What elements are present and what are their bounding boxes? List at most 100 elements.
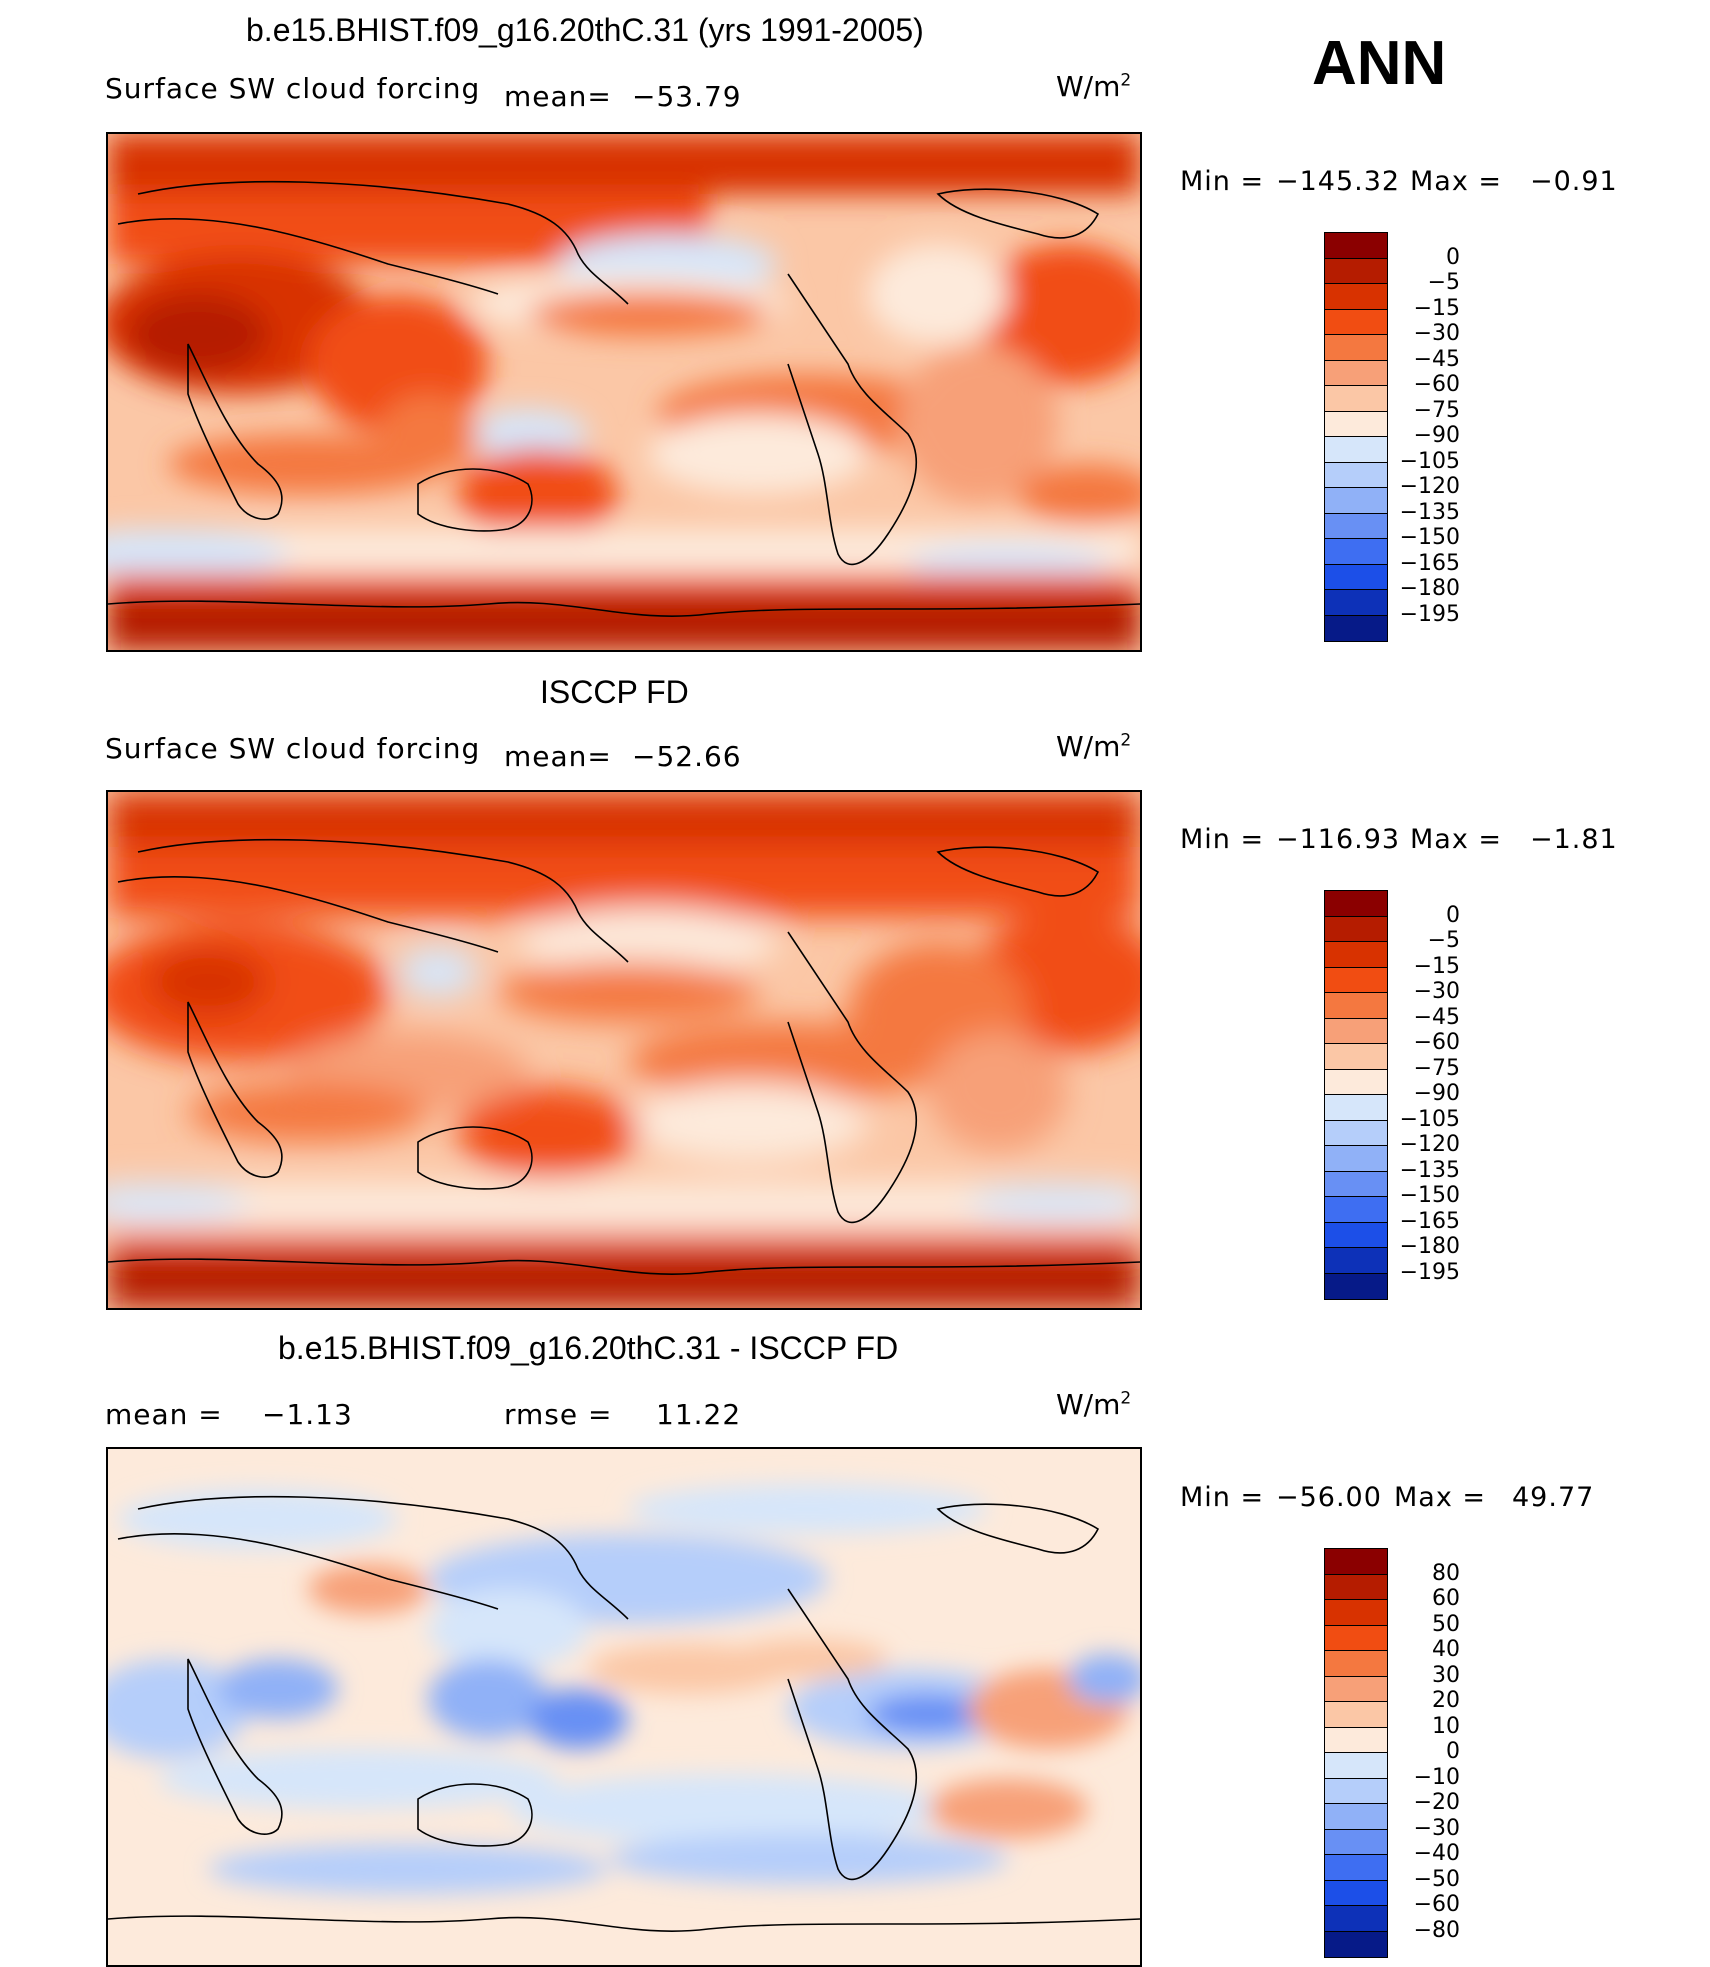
colorbar-label: −105: [1399, 448, 1460, 474]
panel2-mean-value: −52.66: [632, 740, 742, 773]
colorbar-swatch: [1325, 615, 1387, 641]
colorbar-swatch: [1325, 1171, 1387, 1197]
panel2-max-label: Max =: [1410, 824, 1503, 855]
panel3-units: W/m2: [1056, 1388, 1132, 1421]
colorbar-label: 0: [1446, 1739, 1460, 1764]
colorbar-swatch: [1325, 1197, 1387, 1223]
colorbar-label: 80: [1432, 1560, 1460, 1586]
colorbar-label: −15: [1413, 295, 1460, 321]
colorbar-label: −120: [1399, 474, 1460, 499]
panel1-colorbar: [1324, 232, 1388, 642]
panel3-max-value: 49.77: [1512, 1482, 1595, 1513]
colorbar-swatch: [1325, 233, 1387, 259]
panel3-max-label: Max =: [1394, 1482, 1487, 1513]
colorbar-label: −40: [1413, 1841, 1460, 1866]
colorbar-label: −105: [1399, 1106, 1460, 1132]
colorbar-swatch: [1325, 1574, 1387, 1600]
panel3-mean-label: mean =: [105, 1398, 223, 1431]
colorbar-label: −60: [1413, 1030, 1460, 1055]
colorbar-label: 0: [1446, 902, 1460, 928]
colorbar-label: −20: [1413, 1790, 1460, 1815]
colorbar-label: −180: [1399, 576, 1460, 601]
colorbar-label: −75: [1413, 1055, 1460, 1081]
panel3-rmse-label: rmse =: [504, 1398, 613, 1431]
colorbar-swatch: [1325, 1095, 1387, 1121]
colorbar-swatch: [1325, 1273, 1387, 1299]
panel3-rmse-value: 11.22: [656, 1398, 742, 1431]
colorbar-label: −165: [1399, 1208, 1460, 1234]
colorbar-label: −45: [1413, 346, 1460, 372]
colorbar-swatch: [1325, 1044, 1387, 1070]
panel3-colorbar: [1324, 1548, 1388, 1958]
panel1-units: W/m2: [1056, 70, 1132, 103]
panel2-mean-label: mean=: [504, 740, 612, 773]
panel1-map: [106, 132, 1142, 652]
panel1-max-label: Max =: [1410, 166, 1503, 197]
colorbar-label: −150: [1399, 525, 1460, 550]
panel2-title: ISCCP FD: [540, 674, 689, 710]
colorbar-label: −90: [1413, 1081, 1460, 1106]
colorbar-label: −60: [1413, 372, 1460, 397]
colorbar-swatch: [1325, 1753, 1387, 1779]
colorbar-swatch: [1325, 1778, 1387, 1804]
panel3-map: [106, 1447, 1142, 1967]
panel1-min-value: −145.32: [1276, 166, 1401, 197]
panel2-min-label: Min =: [1180, 824, 1265, 855]
colorbar-label: −150: [1399, 1183, 1460, 1208]
colorbar-swatch: [1325, 1855, 1387, 1881]
colorbar-swatch: [1325, 1018, 1387, 1044]
colorbar-label: 30: [1432, 1662, 1460, 1688]
colorbar-swatch: [1325, 284, 1387, 310]
colorbar-swatch: [1325, 1829, 1387, 1855]
colorbar-swatch: [1325, 1804, 1387, 1830]
colorbar-label: −30: [1413, 1815, 1460, 1841]
colorbar-label: −135: [1399, 499, 1460, 525]
colorbar-swatch: [1325, 1625, 1387, 1651]
panel2-variable: Surface SW cloud forcing: [105, 732, 481, 765]
colorbar-swatch: [1325, 1146, 1387, 1172]
colorbar-swatch: [1325, 1222, 1387, 1248]
colorbar-swatch: [1325, 942, 1387, 968]
colorbar-swatch: [1325, 1069, 1387, 1095]
colorbar-label: 40: [1432, 1637, 1460, 1662]
panel2-colorbar: [1324, 890, 1388, 1300]
colorbar-swatch: [1325, 1120, 1387, 1146]
colorbar-swatch: [1325, 488, 1387, 514]
colorbar-swatch: [1325, 335, 1387, 361]
colorbar-swatch: [1325, 1549, 1387, 1575]
colorbar-label: 60: [1432, 1586, 1460, 1611]
colorbar-swatch: [1325, 539, 1387, 565]
colorbar-label: −120: [1399, 1132, 1460, 1157]
colorbar-swatch: [1325, 1727, 1387, 1753]
colorbar-label: 0: [1446, 244, 1460, 270]
panel2-min-value: −116.93: [1276, 824, 1401, 855]
colorbar-label: −30: [1413, 321, 1460, 346]
colorbar-swatch: [1325, 1880, 1387, 1906]
season-label: ANN: [1312, 29, 1447, 98]
panel3-title: b.e15.BHIST.f09_g16.20thC.31 - ISCCP FD: [278, 1330, 899, 1366]
colorbar-label: 50: [1432, 1611, 1460, 1637]
colorbar-swatch: [1325, 309, 1387, 335]
colorbar-label: −15: [1413, 953, 1460, 979]
panel2-units: W/m2: [1056, 730, 1132, 763]
colorbar-label: −165: [1399, 550, 1460, 576]
colorbar-label: −80: [1413, 1917, 1460, 1943]
colorbar-label: −30: [1413, 979, 1460, 1004]
colorbar-label: −60: [1413, 1892, 1460, 1917]
colorbar-label: −5: [1427, 928, 1460, 953]
colorbar-swatch: [1325, 258, 1387, 284]
colorbar-label: −5: [1427, 270, 1460, 295]
panel3-min-value: −56.00: [1276, 1482, 1382, 1513]
colorbar-swatch: [1325, 590, 1387, 616]
colorbar-swatch: [1325, 462, 1387, 488]
panel3-min-label: Min =: [1180, 1482, 1265, 1513]
colorbar-label: −10: [1413, 1764, 1460, 1790]
colorbar-label: −195: [1399, 1259, 1460, 1285]
colorbar-label: −195: [1399, 601, 1460, 627]
panel1-max-value: −0.91: [1530, 166, 1618, 197]
colorbar-swatch: [1325, 437, 1387, 463]
panel1-mean-value: −53.79: [632, 80, 742, 113]
panel1-variable: Surface SW cloud forcing: [105, 72, 481, 105]
colorbar-label: 10: [1432, 1713, 1460, 1739]
panel1-title: b.e15.BHIST.f09_g16.20thC.31 (yrs 1991-2…: [246, 12, 924, 48]
